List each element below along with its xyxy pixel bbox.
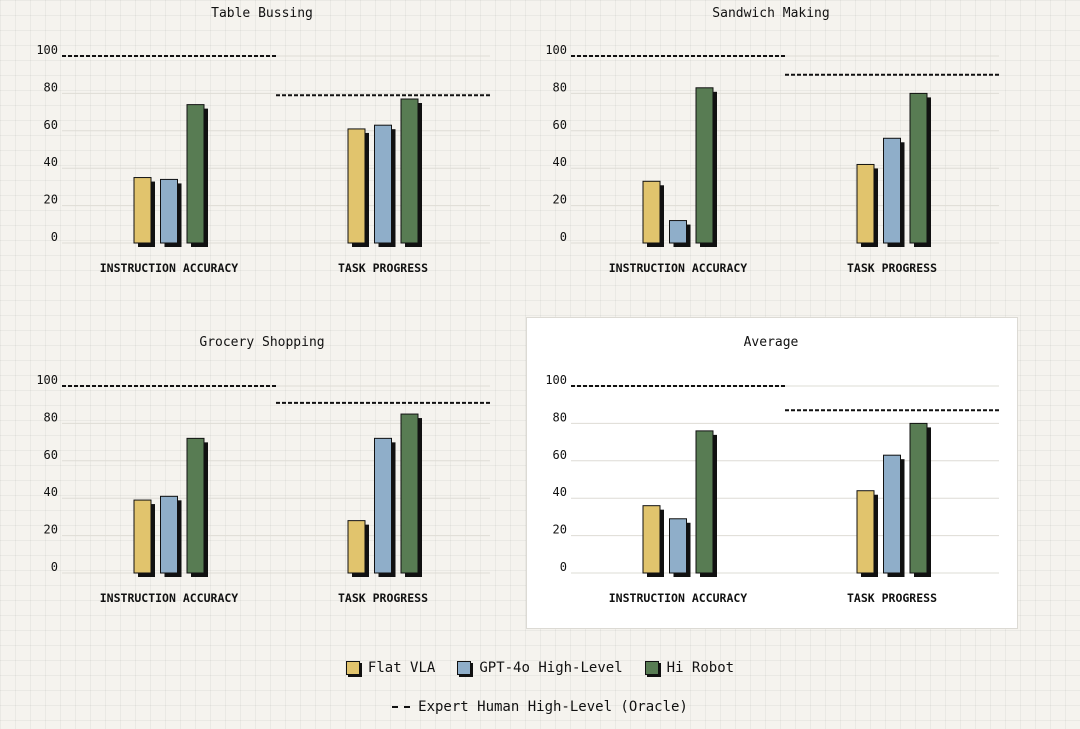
legend-swatch-hi-robot xyxy=(644,661,659,675)
legend: Flat VLA GPT-4o High-Level Hi Robot xyxy=(0,660,1080,676)
bar xyxy=(186,104,205,244)
x-category-label: TASK PROGRESS xyxy=(338,261,428,275)
y-tick-label: 0 xyxy=(51,560,58,574)
y-tick-label: 20 xyxy=(44,193,58,207)
legend-item-gpt4o: GPT-4o High-Level xyxy=(457,660,623,676)
y-tick-label: 40 xyxy=(553,155,567,169)
bar xyxy=(642,180,661,244)
bar xyxy=(374,124,392,244)
bar xyxy=(400,413,419,574)
bar xyxy=(186,437,205,574)
y-tick-label: 100 xyxy=(545,373,567,387)
legend-swatch-flat-vla xyxy=(345,661,360,675)
y-tick-label: 80 xyxy=(553,80,567,94)
bar xyxy=(374,437,392,574)
y-tick-label: 0 xyxy=(560,560,567,574)
x-category-label: INSTRUCTION ACCURACY xyxy=(100,591,239,605)
y-tick-label: 60 xyxy=(553,448,567,462)
bar xyxy=(347,520,366,574)
bar xyxy=(133,499,152,574)
bar xyxy=(695,430,714,574)
bar xyxy=(642,505,661,574)
y-tick-label: 100 xyxy=(545,43,567,57)
y-tick-label: 80 xyxy=(44,410,58,424)
legend-label-gpt4o: GPT-4o High-Level xyxy=(479,660,623,676)
bar xyxy=(883,454,901,574)
legend-oracle-dash xyxy=(392,706,411,708)
bar xyxy=(160,495,178,574)
y-tick-label: 60 xyxy=(44,118,58,132)
y-tick-label: 0 xyxy=(560,230,567,244)
bar xyxy=(909,92,928,244)
bar xyxy=(347,128,366,244)
y-tick-label: 100 xyxy=(36,43,58,57)
bar xyxy=(856,490,875,574)
legend-item-hi-robot: Hi Robot xyxy=(644,660,735,676)
bar xyxy=(695,87,714,244)
legend-label-flat-vla: Flat VLA xyxy=(367,660,436,676)
legend-oracle-label: Expert Human High-Level (Oracle) xyxy=(418,699,688,715)
bar xyxy=(883,137,901,244)
chart-title-grocery-shopping: Grocery Shopping xyxy=(199,335,324,350)
legend-label-hi-robot: Hi Robot xyxy=(666,660,735,676)
chart-title-average: Average xyxy=(744,335,799,350)
y-tick-label: 60 xyxy=(44,448,58,462)
bar xyxy=(133,177,152,244)
x-category-label: INSTRUCTION ACCURACY xyxy=(609,261,748,275)
average-panel-background xyxy=(526,317,1018,629)
y-tick-label: 40 xyxy=(44,485,58,499)
y-tick-label: 20 xyxy=(553,193,567,207)
x-category-label: INSTRUCTION ACCURACY xyxy=(100,261,239,275)
y-tick-label: 40 xyxy=(44,155,58,169)
bar xyxy=(909,422,928,574)
chart-title-sandwich-making: Sandwich Making xyxy=(712,6,829,21)
bar xyxy=(400,98,419,244)
bar xyxy=(856,163,875,244)
legend-item-flat-vla: Flat VLA xyxy=(345,660,436,676)
y-tick-label: 20 xyxy=(44,523,58,537)
x-category-label: TASK PROGRESS xyxy=(338,591,428,605)
legend-swatch-gpt4o xyxy=(457,661,472,675)
bar xyxy=(669,518,687,574)
y-tick-label: 40 xyxy=(553,485,567,499)
y-tick-label: 20 xyxy=(553,523,567,537)
chart-title-table-bussing: Table Bussing xyxy=(211,6,313,21)
x-category-label: TASK PROGRESS xyxy=(847,591,937,605)
y-tick-label: 100 xyxy=(36,373,58,387)
legend-oracle: Expert Human High-Level (Oracle) xyxy=(0,699,1080,715)
x-category-label: TASK PROGRESS xyxy=(847,261,937,275)
y-tick-label: 80 xyxy=(553,410,567,424)
bar xyxy=(160,178,178,244)
y-tick-label: 80 xyxy=(44,80,58,94)
bar xyxy=(669,220,687,244)
y-tick-label: 0 xyxy=(51,230,58,244)
x-category-label: INSTRUCTION ACCURACY xyxy=(609,591,748,605)
y-tick-label: 60 xyxy=(553,118,567,132)
